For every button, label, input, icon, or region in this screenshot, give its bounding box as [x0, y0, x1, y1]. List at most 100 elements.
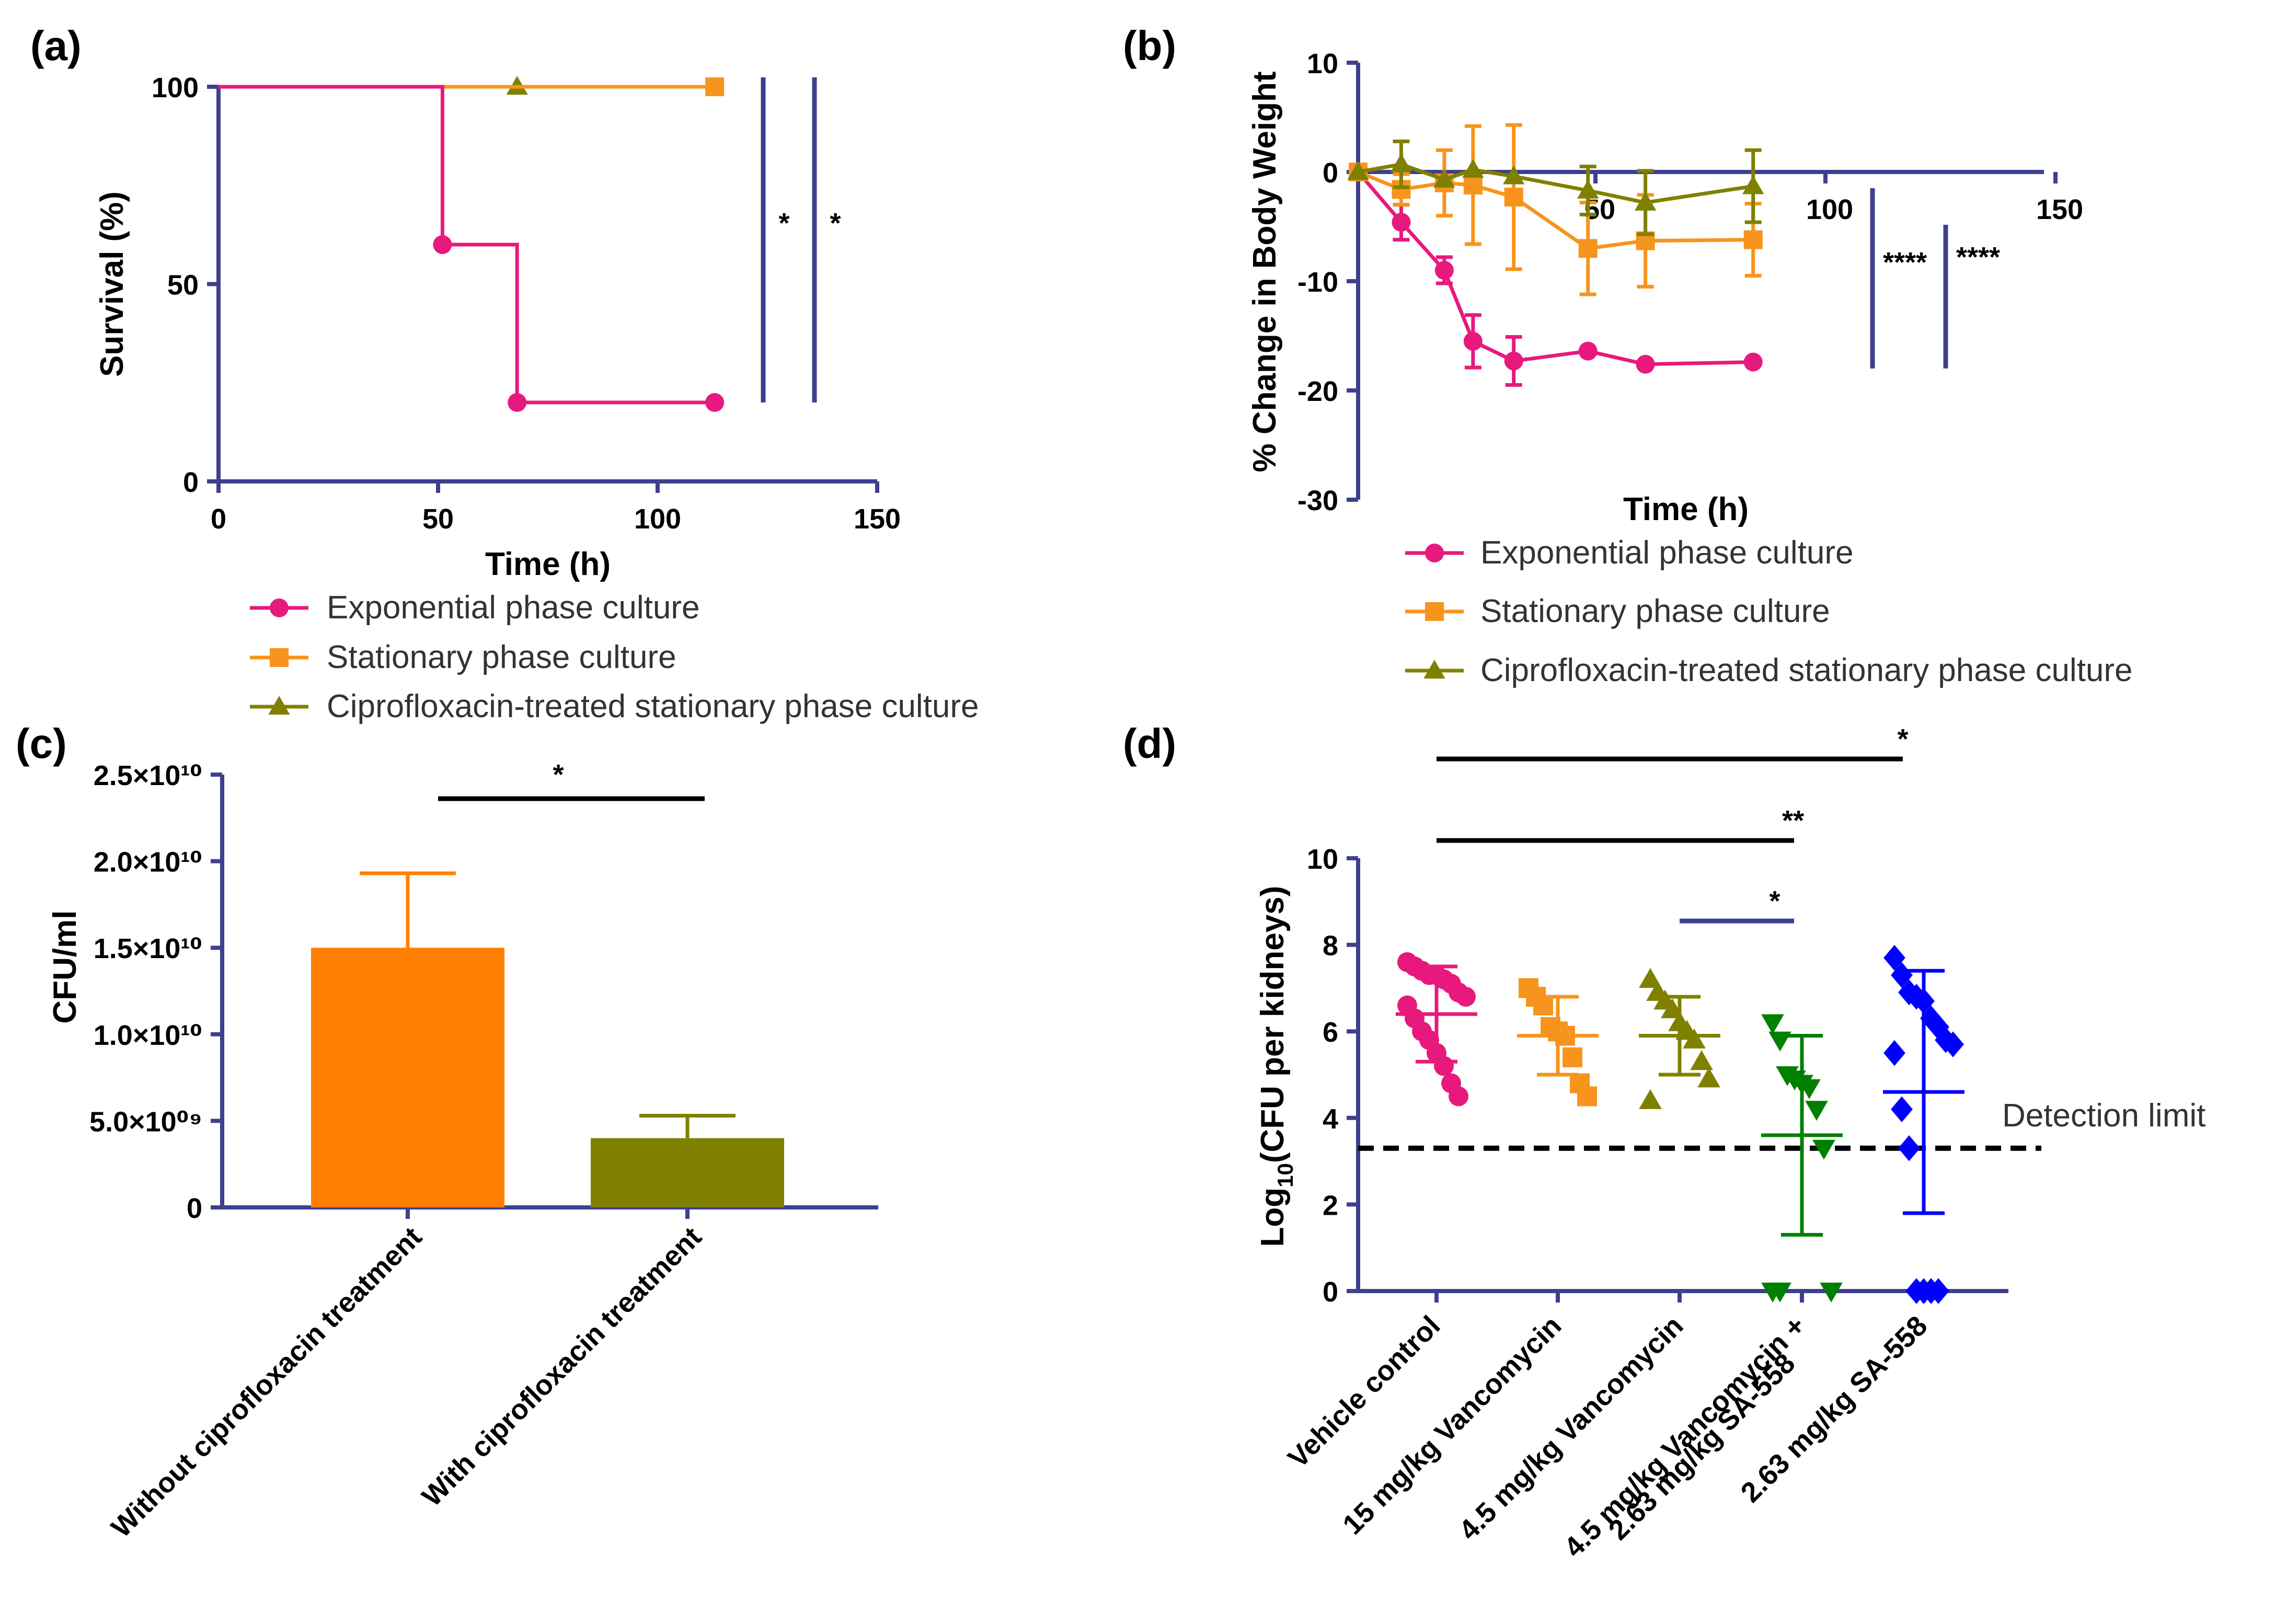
panel-label: (c)	[16, 720, 67, 767]
data-point	[1639, 1089, 1662, 1109]
y-tick-label: 6	[1323, 1017, 1338, 1048]
category-label: 4.5 mg/kg Vancomycin +	[1558, 1310, 1812, 1563]
series-line	[219, 85, 715, 405]
significance-label: *	[1769, 885, 1780, 917]
data-point	[1742, 175, 1764, 194]
y-tick-label: -10	[1297, 267, 1338, 298]
data-point	[1390, 153, 1412, 172]
data-point	[1578, 239, 1598, 258]
y-tick-label: 8	[1323, 930, 1338, 962]
legend-label: Exponential phase culture	[327, 590, 699, 626]
data-point	[1347, 161, 1369, 180]
x-tick-label: 150	[854, 503, 901, 535]
y-tick-label: 2	[1323, 1190, 1338, 1221]
legend-marker	[1423, 660, 1445, 679]
data-point	[1634, 191, 1657, 211]
data-point	[1891, 1096, 1913, 1122]
data-point	[1636, 354, 1655, 374]
y-tick-label: 2.0×10¹⁰	[94, 847, 202, 878]
data-point	[1456, 986, 1476, 1007]
legend-marker	[270, 648, 289, 667]
bar	[311, 948, 504, 1207]
x-tick-label: 0	[211, 503, 226, 535]
y-tick-label: 4	[1323, 1103, 1338, 1135]
y-axis-title: % Change in Body Weight	[1247, 72, 1283, 473]
detection-limit-label: Detection limit	[2002, 1098, 2205, 1134]
data-point	[1942, 1031, 1964, 1057]
y-tick-label: 10	[1307, 844, 1338, 875]
y-tick-label: 100	[152, 72, 199, 103]
y-axis-title: CFU/ml	[47, 911, 83, 1024]
y-tick-label: -20	[1297, 376, 1338, 407]
x-axis-title: Time (h)	[485, 546, 611, 582]
panel-c: (c) 0 5.0×10⁰⁹ 1.0×10¹⁰ 1.5×10¹⁰ 2.0×10¹⁰ 2.5×…	[16, 720, 878, 1544]
data-point	[1743, 230, 1763, 249]
data-point	[1820, 1282, 1843, 1303]
significance-label: **	[1782, 805, 1804, 836]
panel-label: (d)	[1123, 720, 1176, 767]
significance-label: *	[778, 208, 789, 239]
legend-label: Ciprofloxacin-treated stationary phase c…	[327, 688, 979, 724]
data-point	[1563, 1047, 1582, 1067]
y-tick-label: 1.0×10¹⁰	[94, 1020, 202, 1051]
y-axis-title-part: (CFU per kidneys)	[1255, 886, 1291, 1164]
data-point	[1761, 1014, 1784, 1034]
x-axis-title: Time (h)	[1623, 491, 1749, 527]
data-point	[1463, 331, 1483, 351]
data-point	[1812, 1139, 1835, 1160]
legend-label: Exponential phase culture	[1480, 535, 1853, 571]
y-axis-title-sub: 10	[1273, 1163, 1297, 1188]
x-tick-label: 100	[1806, 194, 1853, 225]
x-tick-label: 150	[2036, 194, 2083, 225]
category-label: Without ciprofloxacin treatment	[105, 1221, 428, 1544]
data-point	[433, 235, 452, 254]
data-point	[1639, 968, 1662, 988]
y-axis-title: Log10(CFU per kidneys)	[1255, 886, 1297, 1247]
significance-label: *	[830, 208, 841, 239]
x-tick-label: 100	[634, 503, 681, 535]
data-point	[1577, 1086, 1597, 1107]
significance-label: ****	[1883, 247, 1927, 278]
data-point	[1891, 962, 1913, 988]
y-tick-label: 50	[167, 270, 199, 301]
y-tick-label: 2.5×10¹⁰	[94, 760, 202, 791]
data-point	[1434, 261, 1454, 280]
data-point	[1883, 945, 1905, 971]
y-tick-label: 0	[1323, 1276, 1338, 1308]
data-point	[1578, 341, 1598, 361]
data-point	[1433, 168, 1455, 188]
bar	[591, 1138, 784, 1207]
data-point	[1503, 165, 1525, 185]
significance-label: ****	[1956, 241, 2000, 273]
data-point	[1898, 1135, 1920, 1161]
data-point	[705, 77, 725, 96]
y-tick-label: 0	[187, 1193, 202, 1224]
data-point	[1463, 176, 1483, 195]
data-point	[508, 393, 527, 412]
legend-marker	[268, 696, 290, 715]
data-point	[705, 393, 725, 412]
y-tick-label: 10	[1307, 48, 1338, 79]
data-point	[1504, 351, 1523, 371]
y-tick-label: -30	[1297, 485, 1338, 516]
data-point	[1743, 352, 1763, 372]
legend-marker	[270, 598, 289, 617]
data-point	[1883, 1040, 1905, 1066]
y-tick-label: 5.0×10⁰⁹	[89, 1106, 202, 1137]
y-tick-label: 0	[1323, 157, 1338, 189]
data-point	[1462, 159, 1484, 178]
data-point	[1577, 179, 1599, 199]
legend-label: Stationary phase culture	[1480, 593, 1830, 629]
panel-a: (a) 0 50 100 150 0 50 100 Time (h) Survival (%) * *…	[30, 22, 979, 724]
category-label: With ciprofloxacin treatment	[416, 1221, 708, 1513]
x-tick-label: 50	[422, 503, 454, 535]
data-point	[1768, 1282, 1791, 1303]
data-point	[1533, 995, 1553, 1016]
y-axis-title-part: Log	[1255, 1188, 1291, 1247]
panel-label: (a)	[30, 22, 82, 69]
data-point	[1504, 188, 1523, 207]
y-tick-label: 0	[183, 467, 199, 498]
category-label: 15 mg/kg Vancomycin	[1337, 1310, 1567, 1540]
